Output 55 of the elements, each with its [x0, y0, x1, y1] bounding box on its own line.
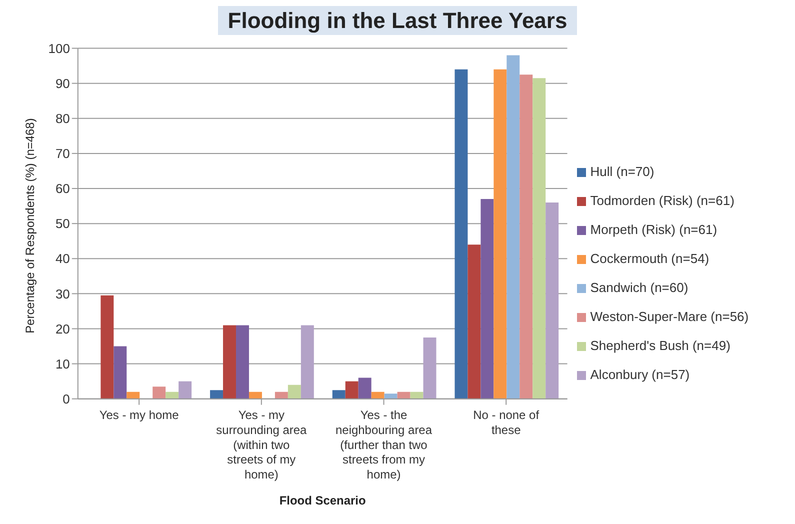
bar — [506, 55, 520, 399]
bar — [520, 74, 533, 399]
bar — [178, 381, 192, 399]
legend-label: Morpeth (Risk) (n=61) — [590, 222, 718, 237]
legend-label: Todmorden (Risk) (n=61) — [590, 193, 734, 208]
bar — [358, 378, 372, 399]
x-tick-label: Yes - the neighbouring area (further than two streets from my home) — [336, 408, 432, 482]
y-tick-label: 40 — [55, 251, 70, 266]
bar — [210, 390, 224, 399]
bar — [423, 337, 436, 399]
bar — [274, 392, 288, 399]
bar — [300, 325, 314, 399]
y-tick-label: 60 — [55, 181, 70, 196]
y-tick-label: 100 — [48, 40, 70, 56]
bar — [332, 390, 346, 399]
x-tick-label: No - none of these — [473, 408, 540, 437]
bar — [410, 392, 424, 399]
legend-label: Weston-Super-Mare (n=56) — [590, 309, 749, 324]
bar — [468, 244, 481, 399]
bar — [494, 69, 507, 399]
bar — [248, 392, 262, 399]
legend-label: Cockermouth (n=54) — [590, 251, 710, 266]
y-tick-label: 80 — [55, 111, 70, 126]
bar — [126, 392, 140, 399]
chart-title: Flooding in the Last Three Years — [218, 6, 578, 35]
y-tick-label: 50 — [55, 216, 70, 232]
bar — [152, 386, 166, 399]
bar — [384, 394, 398, 399]
bar — [100, 295, 114, 399]
bar — [345, 381, 358, 399]
bar — [166, 392, 179, 399]
bar — [454, 69, 468, 399]
y-axis-title: Percentage of Respondents (%) (n=468) — [23, 118, 38, 334]
x-axis-title: Flood Scenario — [279, 494, 366, 508]
y-tick-label: 0 — [62, 391, 70, 406]
legend-label: Shepherd's Bush (n=49) — [590, 338, 730, 353]
bar — [480, 199, 494, 399]
legend-label: Hull (n=70) — [590, 164, 654, 179]
y-tick-label: 10 — [55, 356, 70, 372]
bar — [114, 346, 127, 399]
y-tick-label: 90 — [55, 76, 70, 91]
legend-label: Alconbury (n=57) — [590, 367, 690, 382]
x-tick-label: Yes - my surrounding area (within two streets of my home) — [216, 408, 308, 482]
bar — [546, 202, 559, 399]
x-tick-label: Yes - my home — [99, 408, 180, 422]
bar — [371, 392, 384, 399]
bar — [288, 384, 301, 399]
bar — [223, 325, 236, 399]
bar — [236, 325, 249, 399]
y-tick-label: 70 — [55, 146, 70, 162]
legend-label: Sandwich (n=60) — [590, 280, 688, 295]
y-tick-label: 20 — [55, 321, 70, 336]
bar — [397, 392, 410, 399]
bar — [532, 78, 546, 399]
y-tick-label: 30 — [55, 286, 70, 302]
